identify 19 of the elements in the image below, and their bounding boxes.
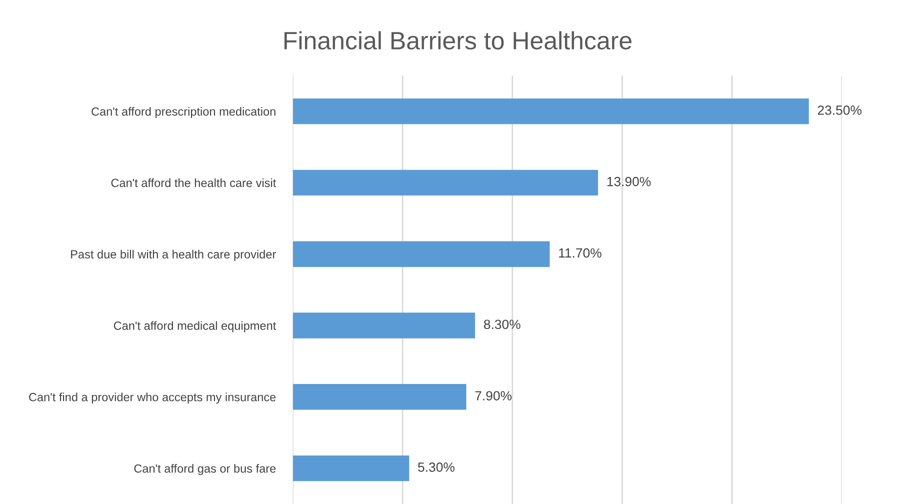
- data-label: 8.30%: [484, 320, 520, 330]
- y-tick-label: Can't afford medical equipment: [114, 321, 276, 332]
- chart-title: Financial Barriers to Healthcare: [284, 31, 632, 50]
- y-tick-label: Can't afford prescription medication: [92, 107, 276, 118]
- data-label: 23.50%: [818, 106, 862, 115]
- y-tick-label: Can't find a provider who accepts my insurance: [29, 392, 276, 404]
- bar: [292, 384, 466, 410]
- bar: [292, 312, 476, 338]
- y-tick-label: Past due bill with a health care provider: [71, 250, 276, 261]
- data-label: 11.70%: [559, 248, 602, 258]
- bar: [292, 170, 598, 196]
- bar: [292, 241, 550, 267]
- data-label: 5.30%: [418, 462, 454, 472]
- data-label: 7.90%: [475, 391, 512, 400]
- y-tick-label: Can't afford gas or bus fare: [134, 464, 276, 476]
- bar: [292, 98, 809, 124]
- y-tick-label: Can't afford the health care visit: [111, 178, 276, 188]
- data-label: 13.90%: [607, 176, 651, 186]
- bar: [292, 455, 410, 482]
